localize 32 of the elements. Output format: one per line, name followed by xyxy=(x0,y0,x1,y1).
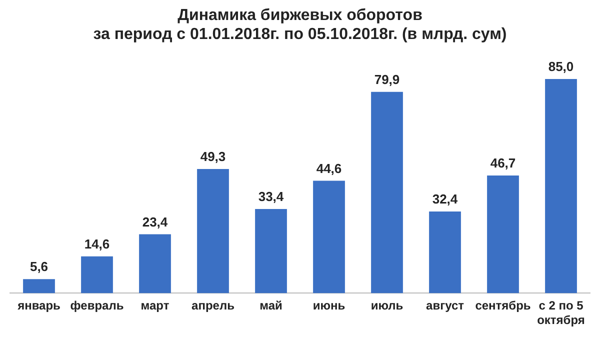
chart-title: Динамика биржевых оборотов xyxy=(178,7,423,24)
bar xyxy=(81,256,113,294)
chart-subtitle: за период с 01.01.2018г. по 05.10.2018г. (в млрд. сум) xyxy=(93,26,507,44)
data-label: 79,9 xyxy=(374,72,400,87)
x-tick-label: май xyxy=(260,298,282,313)
bar xyxy=(313,180,345,294)
data-label: 23,4 xyxy=(142,214,168,230)
bar xyxy=(23,279,55,294)
bar xyxy=(139,234,171,294)
data-label: 46,7 xyxy=(490,156,516,171)
data-label: 14,6 xyxy=(84,236,110,252)
data-label: 32,4 xyxy=(432,192,458,207)
data-label: 33,4 xyxy=(258,189,284,204)
bar xyxy=(371,92,403,294)
bar xyxy=(197,168,229,294)
data-label: 85,0 xyxy=(548,59,574,74)
data-label: 49,3 xyxy=(200,149,226,164)
x-tick-label: февраль xyxy=(70,298,124,313)
bar xyxy=(545,79,577,294)
data-label: 5,6 xyxy=(30,259,48,274)
x-tick-label: сентябрь xyxy=(475,298,531,313)
x-tick-label: апрель xyxy=(192,298,234,313)
x-tick-label: июнь xyxy=(312,298,346,313)
x-tick-label: август xyxy=(426,298,464,313)
bar xyxy=(487,176,519,294)
x-tick-label: с 2 по 5 октября xyxy=(537,298,585,328)
bar xyxy=(429,212,461,294)
x-tick-label: март xyxy=(140,298,170,313)
bar xyxy=(255,209,287,294)
data-label: 44,6 xyxy=(316,160,342,176)
x-tick-label: июль xyxy=(370,298,404,313)
x-tick-label: январь xyxy=(18,298,60,313)
